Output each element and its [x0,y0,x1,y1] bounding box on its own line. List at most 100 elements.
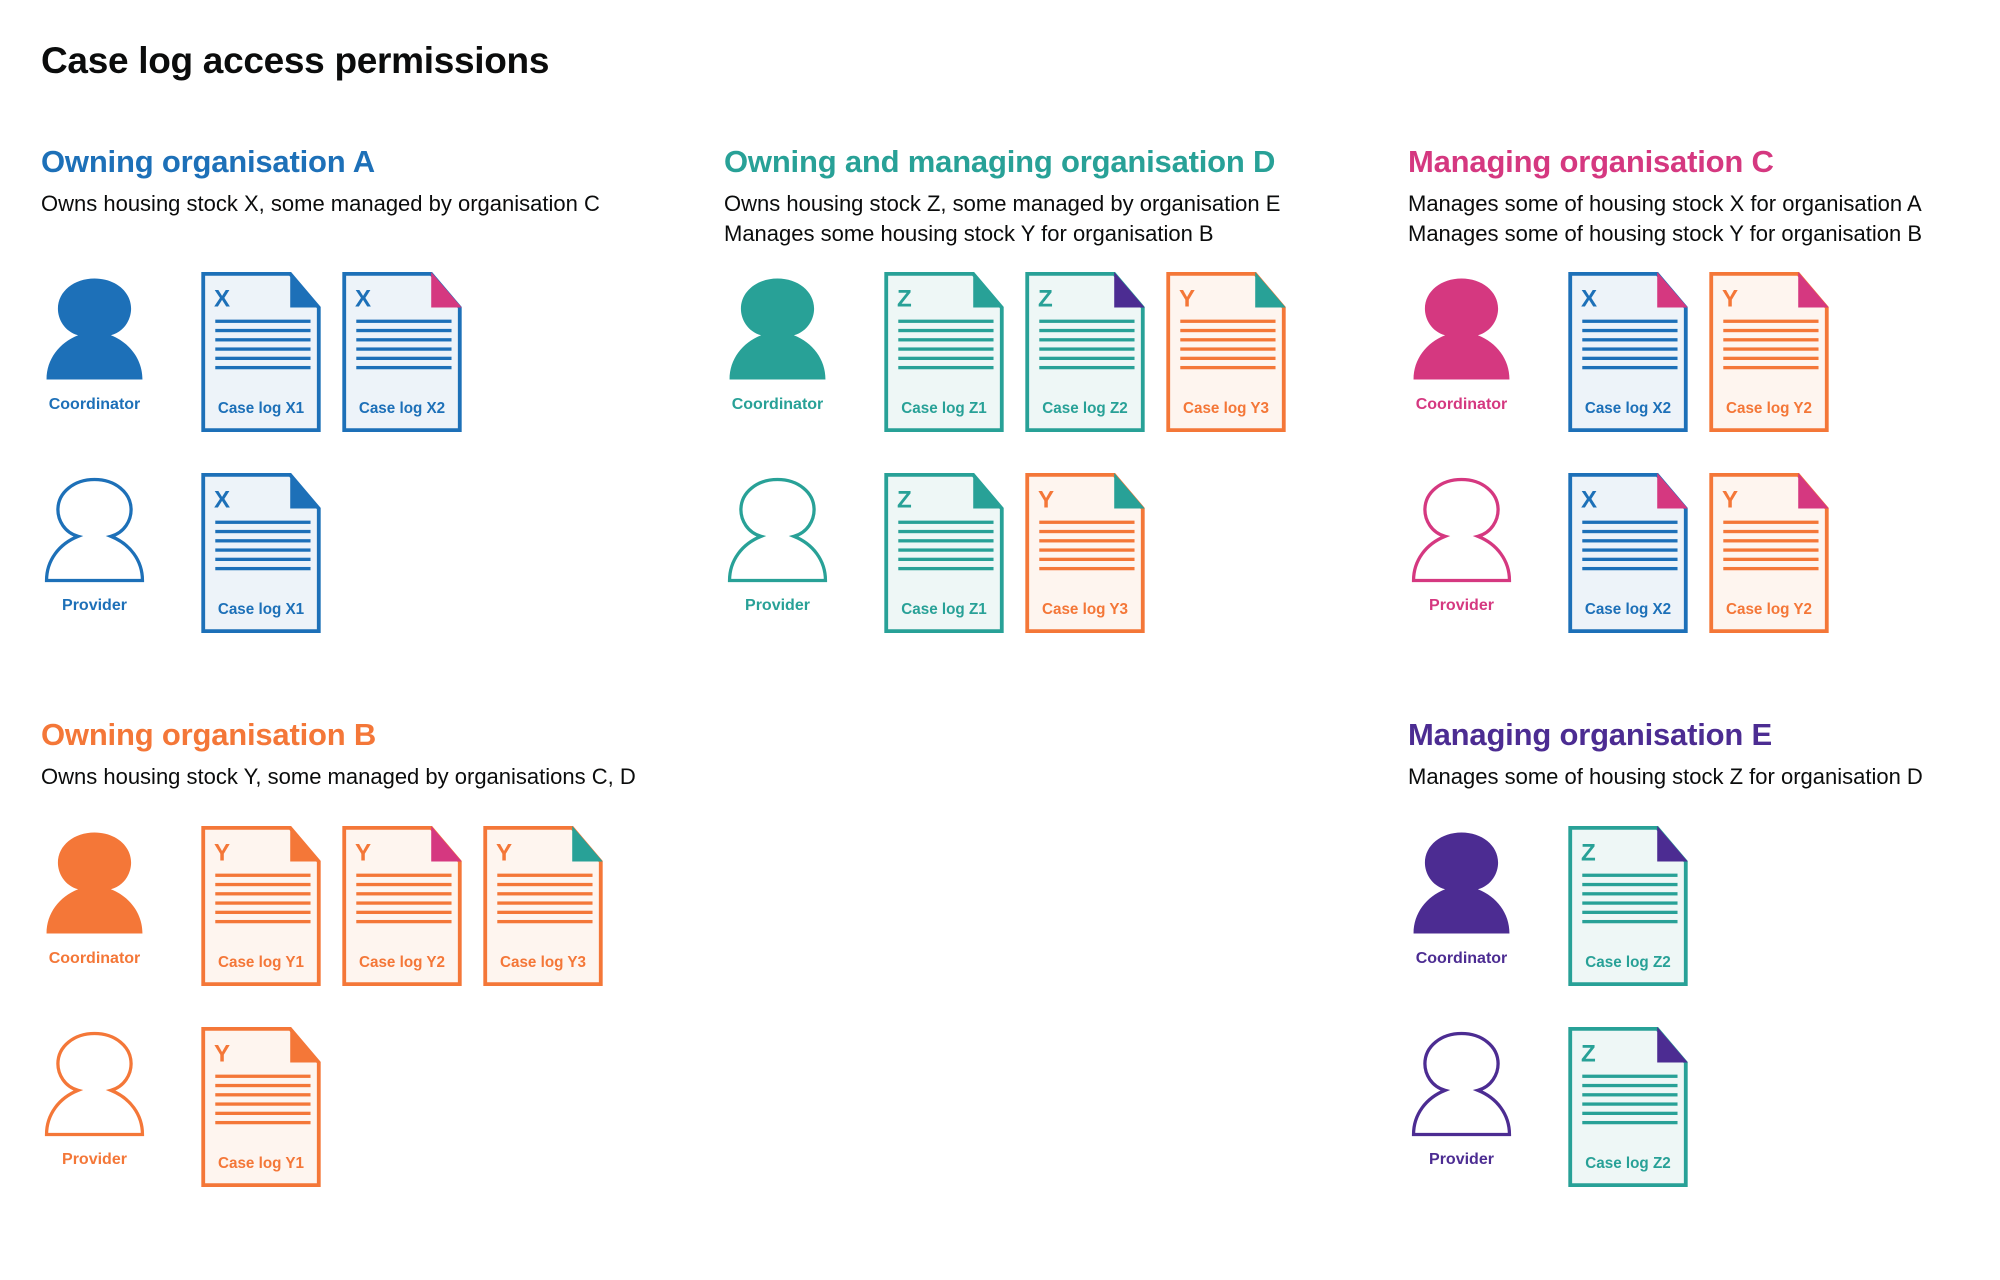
document-icon: X Case log X2 [342,272,462,432]
stock-letter: X [214,285,230,312]
document-icon: Z Case log Z2 [1568,826,1688,986]
stock-letter: Z [1581,1040,1596,1067]
document-icon: Z Case log Z2 [1025,272,1145,432]
person-filled-icon [46,278,143,380]
document-icon: Z Case log Z1 [884,272,1004,432]
case-log-document[interactable]: Y Case log Y1 [201,826,321,986]
role-row-provider: Provider Y Case log Y1 [41,1027,661,1192]
description-line: Manages some of housing stock X for orga… [1408,191,1922,216]
case-log-label: Case log Y3 [1042,601,1128,618]
role-row-provider: Provider X Case log X2 Y Case log Y2 [1408,473,2000,638]
role-row-coordinator: Coordinator X Case log X1 X Case log X2 [41,272,661,437]
role-coordinator: Coordinator [44,830,145,967]
case-log-label: Case log Z2 [1585,1155,1670,1172]
case-log-label: Case log Z1 [901,400,987,417]
stock-letter: Z [1038,285,1053,312]
role-provider: Provider [727,477,828,614]
description-line: Owns housing stock Y, some managed by or… [41,764,636,789]
case-log-document[interactable]: Z Case log Z2 [1568,826,1688,986]
case-log-label: Case log X2 [1585,400,1671,417]
case-log-label: Case log Z1 [901,601,987,618]
case-log-document[interactable]: Y Case log Y3 [1166,272,1286,432]
section-owning-organisation-b: Owning organisation B Owns housing stock … [41,716,661,1187]
role-label: Provider [62,597,127,614]
role-coordinator: Coordinator [44,276,145,413]
case-log-label: Case log Y3 [1183,400,1269,417]
stock-letter: Y [1179,285,1195,312]
role-row-provider: Provider Z Case log Z1 Y Case log Y3 [724,473,1344,638]
role-provider: Provider [44,1031,145,1168]
case-log-label: Case log Y2 [1726,400,1812,417]
section-heading: Owning and managing organisation D [724,144,1276,179]
stock-letter: Z [897,486,912,513]
document-icon: Z Case log Z2 [1568,1027,1688,1187]
case-log-document[interactable]: Y Case log Y2 [1709,473,1829,633]
case-log-document[interactable]: X Case log X2 [1568,272,1688,432]
role-provider: Provider [44,477,145,614]
case-log-label: Case log X2 [1585,601,1671,618]
role-label: Provider [62,1151,127,1168]
document-icon: X Case log X2 [1568,272,1688,432]
case-log-label: Case log X1 [218,400,305,417]
section-heading: Owning organisation A [41,144,375,179]
case-log-document[interactable]: Y Case log Y2 [1709,272,1829,432]
case-log-document[interactable]: Z Case log Z2 [1568,1027,1688,1187]
role-label: Provider [745,597,810,614]
page-title: Case log access permissions [41,40,550,81]
case-log-label: Case log X1 [218,601,305,618]
section-heading: Managing organisation C [1408,144,1774,179]
case-log-label: Case log Z2 [1042,400,1127,417]
case-log-document[interactable]: Z Case log Z1 [884,272,1004,432]
stock-letter: Y [214,839,230,866]
person-outline-icon [727,477,828,583]
person-filled-icon [46,832,143,934]
role-label: Coordinator [48,950,141,967]
case-log-document[interactable]: Y Case log Y1 [201,1027,321,1187]
person-outline-icon [1411,477,1512,583]
section-description: Owns housing stock Y, some managed by or… [41,762,661,792]
section-description: Manages some of housing stock X for orga… [1408,189,2000,249]
section-heading: Owning organisation B [41,717,377,752]
person-outline-icon [1411,1031,1512,1137]
case-log-document[interactable]: Z Case log Z1 [884,473,1004,633]
document-icon: Y Case log Y3 [1166,272,1286,432]
case-log-document[interactable]: X Case log X2 [342,272,462,432]
document-icon: Y Case log Y2 [1709,473,1829,633]
description-line: Manages some of housing stock Z for orga… [1408,764,1923,789]
document-icon: X Case log X2 [1568,473,1688,633]
role-label: Coordinator [1415,950,1508,967]
role-label: Coordinator [731,396,824,413]
stock-letter: Z [897,285,912,312]
case-log-document[interactable]: Y Case log Y2 [342,826,462,986]
case-log-document[interactable]: Z Case log Z2 [1025,272,1145,432]
document-icon: Y Case log Y2 [342,826,462,986]
stock-letter: Y [1722,285,1738,312]
section-managing-organisation-e: Managing organisation E Manages some of h… [1408,716,2000,1187]
case-log-document[interactable]: Y Case log Y3 [1025,473,1145,633]
person-filled-icon [729,278,826,380]
stock-letter: X [214,486,230,513]
role-label: Provider [1429,597,1494,614]
role-provider: Provider [1411,477,1512,614]
document-icon: X Case log X1 [201,272,321,432]
role-row-coordinator: Coordinator Y Case log Y1 Y Case log Y2 Y Case… [41,826,661,991]
case-log-document[interactable]: X Case log X1 [201,473,321,633]
case-log-label: Case log Y1 [218,1155,305,1172]
role-row-provider: Provider Z Case log Z2 [1408,1027,2000,1192]
person-outline-icon [44,1031,145,1137]
role-coordinator: Coordinator [1411,276,1512,413]
stock-letter: X [1581,285,1597,312]
case-log-document[interactable]: X Case log X2 [1568,473,1688,633]
case-log-label: Case log Y2 [359,954,445,971]
case-log-document[interactable]: Y Case log Y3 [483,826,603,986]
case-log-label: Case log Y2 [1726,601,1812,618]
section-description: Owns housing stock X, some managed by or… [41,189,661,219]
section-owning-organisation-a: Owning organisation A Owns housing stock … [41,143,661,633]
document-icon: Y Case log Y3 [483,826,603,986]
section-heading: Managing organisation E [1408,717,1772,752]
case-log-document[interactable]: X Case log X1 [201,272,321,432]
stock-letter: Y [214,1040,230,1067]
role-label: Provider [1429,1151,1494,1168]
description-line: Manages some of housing stock Y for orga… [1408,221,1923,246]
role-coordinator: Coordinator [1411,830,1512,967]
